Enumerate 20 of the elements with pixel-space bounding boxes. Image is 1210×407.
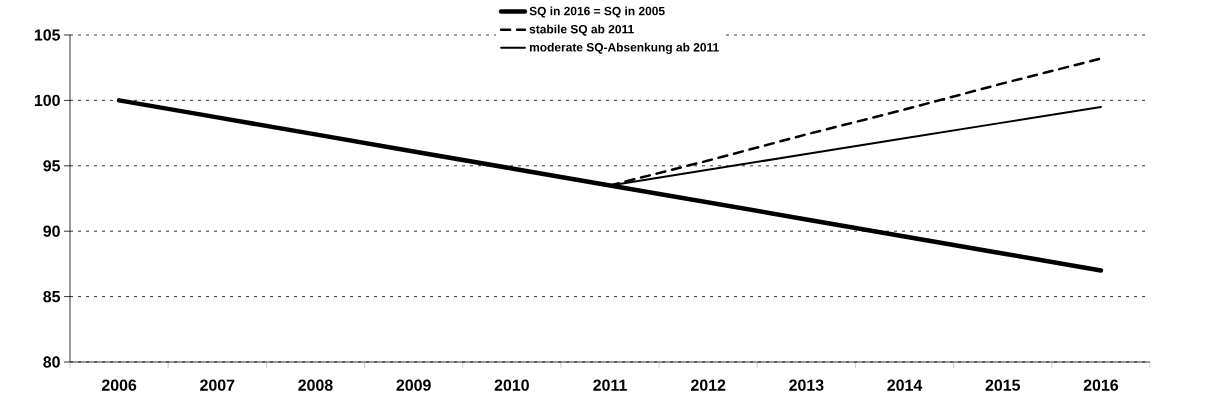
x-tick-label: 2015 — [985, 379, 1021, 391]
x-tick-label: 2010 — [494, 379, 529, 391]
x-tick-label: 2014 — [887, 379, 923, 391]
y-tick-label: 85 — [43, 290, 61, 303]
y-tick-label: 95 — [43, 160, 61, 172]
x-tick-label: 2007 — [200, 379, 235, 391]
y-tick-label: 80 — [43, 356, 60, 368]
x-tick-label: 2009 — [396, 379, 431, 391]
y-tick-label: 105 — [34, 29, 61, 41]
x-tick-label: 2006 — [101, 379, 137, 391]
x-tick-label: 2016 — [1083, 379, 1119, 391]
x-tick-label: 2012 — [691, 379, 726, 391]
legend-label: moderate SQ-Absenkung ab 2011 — [529, 42, 719, 54]
x-tick-label: 2011 — [593, 379, 627, 391]
x-tick-label: 2008 — [298, 379, 333, 391]
y-tick-label: 90 — [43, 225, 60, 237]
x-tick-label: 2013 — [789, 379, 824, 391]
y-tick-label: 100 — [34, 94, 60, 107]
legend-label: stabile SQ ab 2011 — [529, 24, 634, 36]
legend-label: SQ in 2016 = SQ in 2005 — [529, 6, 665, 18]
